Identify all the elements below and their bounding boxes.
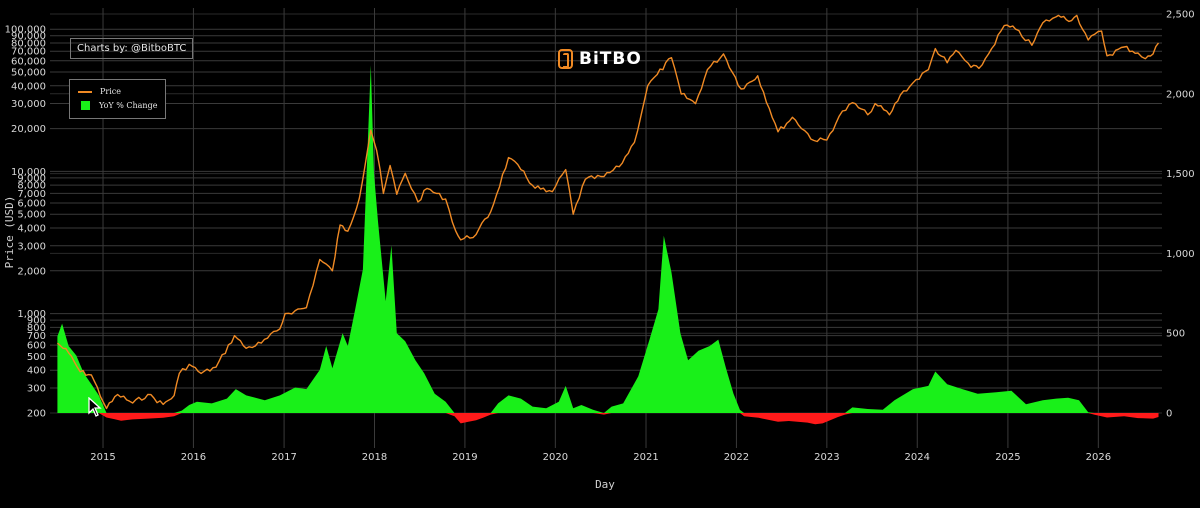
y-tick-label: 5,000 — [17, 210, 46, 221]
price-line-layer — [56, 14, 1160, 410]
x-tick-label: 2025 — [995, 452, 1020, 463]
y-tick-label: 100,000 — [5, 25, 46, 36]
y-tick-label: 900 — [27, 316, 46, 327]
y-tick-label: 300 — [27, 383, 46, 394]
x-tick-label: 2024 — [905, 452, 930, 463]
x-tick-label: 2020 — [543, 452, 568, 463]
bitbo-logo-icon — [558, 49, 573, 69]
yoy-swatch — [81, 101, 90, 110]
y-tick-label: 800 — [27, 323, 46, 334]
x-tick-label: 2018 — [362, 452, 387, 463]
legend-item-price: Price — [78, 87, 121, 96]
y-tick-label: 1,000 — [17, 309, 46, 320]
y-tick-label: 10,000 — [11, 167, 46, 178]
y-tick-label: 700 — [27, 331, 46, 342]
y-tick-label: 2,000 — [17, 266, 46, 277]
y-tick-label: 6,000 — [17, 198, 46, 209]
y-tick-label: 4,000 — [17, 223, 46, 234]
y2-tick-label: 500 — [1166, 329, 1185, 340]
y-tick-label: 9,000 — [17, 173, 46, 184]
y-tick-label: 40,000 — [11, 81, 46, 92]
legend-price-label: Price — [100, 87, 121, 96]
y-tick-label: 500 — [27, 352, 46, 363]
legend-yoy-label: YoY % Change — [99, 101, 158, 110]
y-tick-label: 7,000 — [17, 189, 46, 200]
y2-tick-label: 1,000 — [1166, 249, 1195, 260]
x-tick-label: 2022 — [724, 452, 749, 463]
price-swatch — [78, 90, 92, 93]
y2-tick-label: 1,500 — [1166, 169, 1195, 180]
y-tick-label: 80,000 — [11, 38, 46, 49]
x-axis-ticks: 2015 2016 2017 2018 2019 2020 2021 2022 2023 2024… — [90, 452, 1111, 463]
yoy-area-layer — [57, 65, 1159, 425]
x-tick-label: 2026 — [1086, 452, 1111, 463]
x-tick-label: 2021 — [633, 452, 658, 463]
x-tick-label: 2023 — [814, 452, 839, 463]
y2-tick-label: 2,500 — [1166, 10, 1195, 21]
mouse-cursor-icon — [88, 397, 102, 417]
yoy-negative-area — [57, 413, 1159, 425]
y-tick-label: 8,000 — [17, 181, 46, 192]
y-tick-label: 20,000 — [11, 124, 46, 135]
legend: Price YoY % Change — [69, 79, 166, 119]
brand-logo: BiTBO — [558, 49, 642, 69]
right-axis-ticks: 0 500 1,000 1,500 2,000 2,500 — [1166, 10, 1195, 420]
y-tick-label: 200 — [27, 409, 46, 420]
legend-item-yoy: YoY % Change — [78, 101, 157, 110]
x-tick-label: 2017 — [271, 452, 296, 463]
y-tick-label: 90,000 — [11, 31, 46, 42]
y-tick-label: 70,000 — [11, 47, 46, 58]
price-line — [56, 14, 1160, 410]
y-tick-label: 400 — [27, 366, 46, 377]
brand-name: BiTBO — [579, 49, 642, 69]
x-tick-label: 2016 — [181, 452, 206, 463]
y-tick-label: 60,000 — [11, 56, 46, 67]
y2-tick-label: 0 — [1166, 409, 1172, 420]
x-axis-label: Day — [595, 478, 615, 491]
chart-credit: Charts by: @BitboBTC — [70, 38, 194, 59]
y-tick-label: 30,000 — [11, 99, 46, 110]
x-tick-label: 2019 — [452, 452, 477, 463]
y-tick-label: 3,000 — [17, 241, 46, 252]
y-tick-label: 600 — [27, 341, 46, 352]
y2-tick-label: 2,000 — [1166, 89, 1195, 100]
y-axis-label: Price (USD) — [3, 196, 16, 269]
y-tick-label: 50,000 — [11, 68, 46, 79]
x-tick-label: 2015 — [90, 452, 115, 463]
